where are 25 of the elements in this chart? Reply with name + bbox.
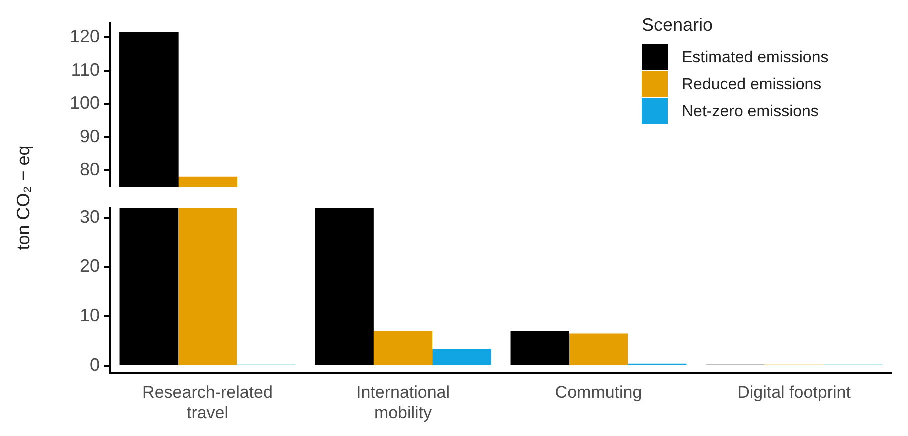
legend-label: Reduced emissions	[682, 76, 822, 94]
x-tick-label: Research-related travel	[142, 383, 273, 422]
y-tick-label: 120	[70, 26, 100, 47]
legend-title: Scenario	[642, 14, 714, 35]
x-tick-label: International mobility	[356, 383, 450, 422]
legend-label: Estimated emissions	[682, 49, 829, 66]
y-tick-label: 10	[80, 305, 100, 326]
y-tick-label: 90	[80, 126, 100, 146]
bar	[510, 331, 570, 366]
y-tick-label: 100	[70, 93, 100, 114]
x-tick-label: Commuting	[555, 383, 642, 402]
x-tick-label: Digital footprint	[738, 383, 852, 402]
legend-label: Net-zero emissions	[682, 103, 819, 120]
bar	[315, 208, 374, 366]
y-tick-label: 110	[71, 60, 100, 80]
y-tick-label: 0	[90, 354, 100, 375]
bar	[178, 208, 238, 366]
y-tick-label: 20	[80, 256, 100, 276]
bar	[432, 350, 492, 366]
bar	[569, 334, 628, 366]
bar	[374, 331, 433, 366]
bar	[120, 208, 178, 366]
y-axis-title: ton CO₂ − eq	[14, 146, 34, 250]
y-tick-label: 30	[80, 206, 100, 227]
y-tick-label: 80	[80, 160, 100, 180]
